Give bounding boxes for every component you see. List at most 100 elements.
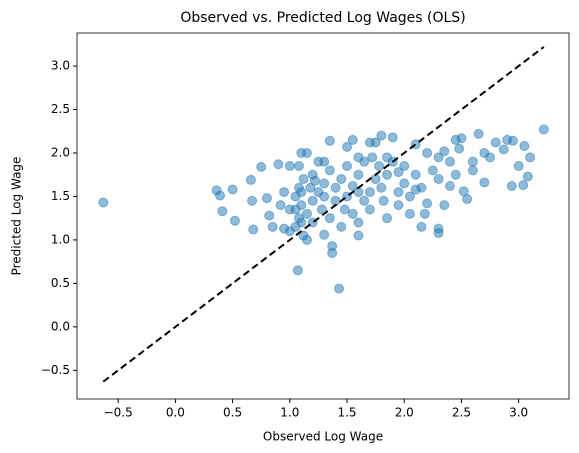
point (507, 135, 518, 146)
point (467, 156, 478, 167)
point (261, 193, 272, 204)
chart-title: Observed vs. Predicted Log Wages (OLS) (180, 10, 465, 26)
y-tick-label: 1.0 (51, 232, 70, 246)
point (290, 221, 301, 232)
point (393, 167, 404, 178)
point (353, 230, 364, 241)
point (410, 169, 421, 180)
point (416, 221, 427, 232)
point (342, 141, 353, 152)
point (410, 184, 421, 195)
x-tick-label: −0.5 (104, 406, 133, 420)
point (347, 181, 358, 192)
point (256, 161, 267, 172)
point (313, 187, 324, 198)
point (454, 143, 465, 154)
y-tick-label: 1.5 (51, 189, 70, 203)
point (292, 265, 303, 276)
point (248, 224, 259, 235)
x-axis-label: Observed Log Wage (263, 430, 383, 444)
point (275, 200, 286, 211)
point (334, 283, 345, 294)
point (229, 215, 240, 226)
point (450, 134, 461, 145)
point (427, 165, 438, 176)
point (215, 190, 226, 201)
point (513, 161, 524, 172)
x-tick-label: 0.5 (223, 406, 242, 420)
point (364, 204, 375, 215)
point (467, 165, 478, 176)
point (324, 165, 335, 176)
point (382, 213, 393, 224)
point (327, 240, 338, 251)
point (284, 161, 295, 172)
point (458, 186, 469, 197)
point (273, 159, 284, 170)
plot-frame (76, 32, 570, 400)
point (342, 161, 353, 172)
point (422, 147, 433, 158)
point (309, 175, 320, 186)
point (376, 182, 387, 193)
point (227, 184, 238, 195)
x-tick-label: 3.0 (509, 406, 528, 420)
point (404, 191, 415, 202)
point (293, 161, 304, 172)
y-tick-label: 0.0 (51, 319, 70, 333)
point (376, 130, 387, 141)
point (98, 197, 109, 208)
point (439, 146, 450, 157)
reference-line (102, 46, 545, 383)
point (393, 187, 404, 198)
point (339, 204, 350, 215)
point (519, 141, 530, 152)
point (284, 204, 295, 215)
point (324, 135, 335, 146)
point (353, 152, 364, 163)
point (433, 174, 444, 185)
point (364, 137, 375, 148)
point (347, 134, 358, 145)
point (485, 152, 496, 163)
point (445, 156, 456, 167)
point (347, 208, 358, 219)
point (353, 217, 364, 228)
point (319, 178, 330, 189)
point (296, 147, 307, 158)
y-axis-label: Predicted Log Wage (10, 157, 24, 276)
point (301, 234, 312, 245)
point (364, 187, 375, 198)
point (267, 221, 278, 232)
point (290, 191, 301, 202)
x-tick-label: 2.0 (395, 406, 414, 420)
point (522, 171, 533, 182)
point (525, 152, 536, 163)
point (393, 200, 404, 211)
x-tick-label: 1.5 (337, 406, 356, 420)
point (301, 208, 312, 219)
point (374, 161, 385, 172)
point (264, 210, 275, 221)
point (293, 213, 304, 224)
point (506, 181, 517, 192)
point (316, 204, 327, 215)
point (399, 178, 410, 189)
point (382, 169, 393, 180)
point (439, 200, 450, 211)
point (336, 221, 347, 232)
point (298, 174, 309, 185)
point (490, 137, 501, 148)
y-tick-label: −0.5 (41, 363, 70, 377)
y-tick-label: 3.0 (51, 59, 70, 73)
point (353, 169, 364, 180)
y-tick-label: 2.5 (51, 102, 70, 116)
point (433, 227, 444, 238)
point (245, 174, 256, 185)
point (404, 208, 415, 219)
x-tick-label: 0.0 (166, 406, 185, 420)
point (319, 229, 330, 240)
point (445, 181, 456, 192)
